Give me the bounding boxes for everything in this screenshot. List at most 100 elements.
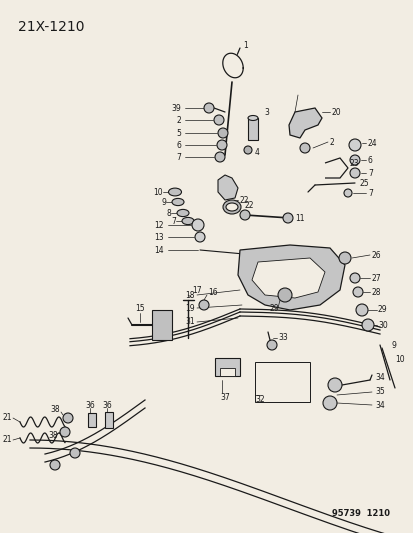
Circle shape	[343, 189, 351, 197]
Text: 11: 11	[294, 214, 304, 222]
Text: 12: 12	[154, 221, 164, 230]
Polygon shape	[237, 245, 344, 310]
Text: 31: 31	[185, 318, 195, 327]
Ellipse shape	[177, 209, 189, 216]
Text: 18: 18	[185, 290, 195, 300]
Ellipse shape	[168, 188, 181, 196]
Circle shape	[361, 319, 373, 331]
Text: 30: 30	[377, 320, 387, 329]
Text: 33: 33	[277, 334, 287, 343]
Text: 15: 15	[135, 303, 145, 312]
Text: 7: 7	[171, 216, 176, 225]
Circle shape	[50, 460, 60, 470]
Text: 23: 23	[349, 158, 359, 167]
Text: 38: 38	[48, 431, 58, 440]
Circle shape	[299, 143, 309, 153]
Ellipse shape	[225, 203, 237, 211]
Text: 5: 5	[176, 128, 180, 138]
Circle shape	[218, 128, 228, 138]
Circle shape	[352, 287, 362, 297]
Circle shape	[199, 300, 209, 310]
Text: 21: 21	[2, 414, 12, 423]
Circle shape	[214, 115, 223, 125]
Text: 2: 2	[176, 116, 180, 125]
Text: 10: 10	[394, 356, 404, 365]
Text: 16: 16	[207, 287, 217, 296]
Circle shape	[70, 448, 80, 458]
Ellipse shape	[247, 116, 257, 120]
Text: 25: 25	[359, 179, 369, 188]
Text: 38: 38	[50, 406, 60, 415]
Bar	[214, 358, 240, 376]
Circle shape	[282, 213, 292, 223]
Circle shape	[349, 273, 359, 283]
Text: 8: 8	[166, 208, 171, 217]
Polygon shape	[288, 108, 321, 138]
Text: 19: 19	[185, 303, 195, 312]
Text: 7: 7	[367, 189, 372, 198]
Ellipse shape	[223, 200, 240, 214]
Text: 7: 7	[367, 168, 372, 177]
Circle shape	[355, 304, 367, 316]
Text: 21: 21	[2, 435, 12, 445]
Text: 34: 34	[374, 374, 384, 383]
Bar	[254, 362, 309, 402]
Text: 1: 1	[242, 41, 247, 50]
Circle shape	[277, 288, 291, 302]
Text: 21X-1210: 21X-1210	[18, 20, 84, 34]
Text: 35: 35	[374, 387, 384, 397]
Circle shape	[240, 210, 249, 220]
Text: 95739  1210: 95739 1210	[331, 509, 389, 518]
Text: 22: 22	[240, 196, 249, 205]
Circle shape	[349, 168, 359, 178]
Circle shape	[322, 396, 336, 410]
Text: 24: 24	[367, 139, 377, 148]
Text: 27: 27	[371, 273, 381, 282]
Text: 22: 22	[244, 200, 254, 209]
Text: 32: 32	[254, 395, 264, 405]
Text: 6: 6	[176, 141, 180, 149]
Text: 10: 10	[153, 188, 163, 197]
Circle shape	[216, 140, 226, 150]
Circle shape	[63, 413, 73, 423]
Text: 36: 36	[85, 400, 95, 409]
Bar	[105, 412, 113, 428]
Text: 29: 29	[377, 305, 387, 314]
Text: 9: 9	[161, 198, 166, 206]
Circle shape	[338, 252, 350, 264]
Text: 26: 26	[371, 251, 381, 260]
Text: 37: 37	[219, 393, 229, 402]
Text: 13: 13	[154, 232, 164, 241]
Text: 17: 17	[192, 286, 201, 295]
Bar	[152, 310, 171, 340]
Text: 3: 3	[263, 108, 268, 117]
Bar	[247, 118, 257, 140]
Text: 39: 39	[171, 103, 180, 112]
Circle shape	[60, 427, 70, 437]
Circle shape	[266, 340, 276, 350]
Circle shape	[204, 103, 214, 113]
Ellipse shape	[182, 217, 194, 224]
Text: 2: 2	[329, 138, 334, 147]
Bar	[219, 368, 235, 376]
Text: 20: 20	[331, 108, 341, 117]
Circle shape	[348, 139, 360, 151]
Circle shape	[327, 378, 341, 392]
Text: 36: 36	[102, 400, 112, 409]
Text: 28: 28	[371, 287, 380, 296]
Polygon shape	[252, 258, 324, 298]
Circle shape	[195, 232, 204, 242]
Polygon shape	[222, 53, 242, 78]
Bar	[88, 413, 96, 427]
Ellipse shape	[171, 198, 183, 206]
Text: 6: 6	[367, 156, 372, 165]
Polygon shape	[218, 175, 237, 200]
Text: 29: 29	[269, 303, 279, 312]
Circle shape	[243, 146, 252, 154]
Text: 9: 9	[391, 341, 396, 350]
Circle shape	[349, 155, 359, 165]
Circle shape	[192, 219, 204, 231]
Circle shape	[214, 152, 224, 162]
Text: 4: 4	[254, 148, 259, 157]
Text: 34: 34	[374, 400, 384, 409]
